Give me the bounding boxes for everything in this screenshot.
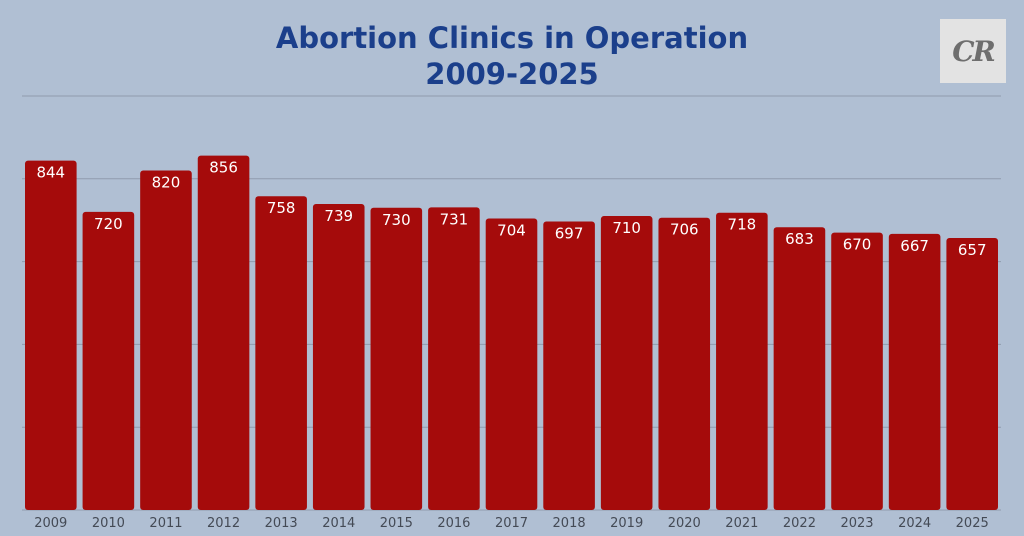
bar-2017 bbox=[485, 218, 538, 510]
bar-value-label-2021: 718 bbox=[728, 216, 757, 234]
logo-text: CR bbox=[952, 34, 996, 68]
bar-value-label-2019: 710 bbox=[612, 219, 641, 237]
x-tick-label-2010: 2010 bbox=[92, 516, 125, 531]
x-tick-label-2020: 2020 bbox=[668, 516, 701, 531]
bar-value-label-2023: 670 bbox=[843, 236, 872, 254]
bar-2025 bbox=[946, 238, 998, 510]
bar-value-label-2010: 720 bbox=[94, 215, 123, 233]
x-tick-label-2015: 2015 bbox=[380, 516, 413, 531]
bar-value-label-2015: 730 bbox=[382, 211, 411, 229]
x-tick-label-2021: 2021 bbox=[725, 516, 758, 531]
bar-value-label-2012: 856 bbox=[209, 159, 238, 177]
bar-2020 bbox=[658, 217, 711, 510]
bars bbox=[25, 155, 998, 511]
bar-value-label-2014: 739 bbox=[324, 207, 353, 225]
bar-value-label-2017: 704 bbox=[497, 222, 526, 240]
x-tick-label-2012: 2012 bbox=[207, 516, 240, 531]
bar-2019 bbox=[600, 216, 653, 510]
x-tick-label-2018: 2018 bbox=[553, 516, 586, 531]
chart-title-line-1: Abortion Clinics in Operation bbox=[275, 21, 749, 55]
x-tick-label-2017: 2017 bbox=[495, 516, 528, 531]
bar-2016 bbox=[428, 207, 480, 510]
bar-2022 bbox=[773, 227, 826, 510]
bar-2012 bbox=[197, 155, 250, 510]
bar-2009 bbox=[25, 160, 77, 511]
x-tick-label-2025: 2025 bbox=[956, 516, 989, 531]
x-tick-label-2016: 2016 bbox=[437, 516, 470, 531]
x-tick-label-2011: 2011 bbox=[149, 516, 182, 531]
logo: CR bbox=[940, 19, 1006, 83]
bar-2011 bbox=[140, 170, 192, 510]
bar-2010 bbox=[82, 211, 135, 511]
bar-2014 bbox=[312, 204, 365, 510]
bar-value-label-2024: 667 bbox=[900, 237, 929, 255]
bar-value-label-2020: 706 bbox=[670, 221, 699, 239]
bar-2018 bbox=[543, 221, 595, 510]
chart-title: Abortion Clinics in Operation 2009-2025 bbox=[0, 20, 1024, 92]
bar-2024 bbox=[888, 233, 941, 510]
bar-value-labels: 844 720 820 856 758 739 730 731 704 697 710 706 718 6… bbox=[36, 159, 986, 259]
bar-2015 bbox=[370, 207, 423, 510]
bar-value-label-2011: 820 bbox=[152, 174, 181, 192]
bar-2023 bbox=[831, 232, 883, 510]
bar-value-label-2013: 758 bbox=[267, 199, 296, 217]
bar-value-label-2022: 683 bbox=[785, 230, 814, 248]
x-tick-labels: 2009 2010 2011 2012 2013 2014 2015 2016 2017 2018… bbox=[34, 516, 989, 531]
bar-2021 bbox=[716, 212, 768, 511]
bar-value-label-2018: 697 bbox=[555, 224, 584, 242]
x-tick-label-2019: 2019 bbox=[610, 516, 643, 531]
bar-value-label-2016: 731 bbox=[440, 210, 469, 228]
bar-2013 bbox=[255, 196, 307, 511]
x-tick-label-2022: 2022 bbox=[783, 516, 816, 531]
chart-title-line-2: 2009-2025 bbox=[425, 57, 599, 91]
x-tick-label-2024: 2024 bbox=[898, 516, 931, 531]
bar-value-label-2009: 844 bbox=[36, 164, 65, 182]
x-tick-label-2013: 2013 bbox=[265, 516, 298, 531]
x-tick-label-2014: 2014 bbox=[322, 516, 355, 531]
x-tick-label-2023: 2023 bbox=[840, 516, 873, 531]
bar-value-label-2025: 657 bbox=[958, 241, 987, 259]
x-tick-label-2009: 2009 bbox=[34, 516, 67, 531]
